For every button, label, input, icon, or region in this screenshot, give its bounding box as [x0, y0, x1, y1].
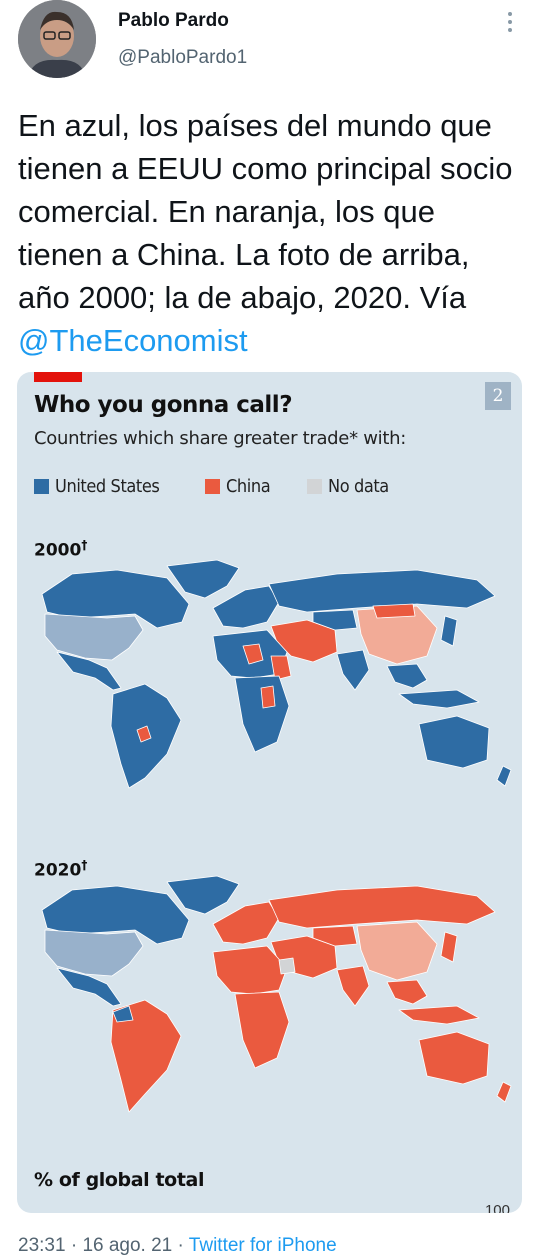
usa	[44, 613, 144, 661]
china	[356, 921, 438, 981]
central-asia	[312, 925, 358, 947]
paraguay	[136, 725, 152, 743]
se-asia	[386, 979, 428, 1005]
libya-no-data	[278, 957, 296, 975]
attached-image[interactable]: 2 Who you gonna call? Countries which sh…	[17, 372, 522, 1213]
greenland	[166, 875, 240, 915]
africa-china-3	[260, 685, 276, 709]
percent-global-label: % of global total	[34, 1169, 205, 1191]
india	[336, 965, 370, 1007]
greenland	[166, 559, 240, 599]
africa-china-2	[270, 655, 292, 681]
mongolia	[372, 603, 416, 619]
indonesia	[398, 689, 480, 709]
japan	[440, 615, 458, 647]
europe	[212, 901, 280, 945]
legend-swatch-nodata	[307, 479, 322, 494]
chart-number-badge: 2	[485, 382, 511, 410]
mexico	[56, 967, 122, 1007]
central-asia	[312, 609, 358, 631]
legend-item-nodata: No data	[307, 476, 389, 497]
legend-swatch-us	[34, 479, 49, 494]
africa-south	[234, 991, 290, 1069]
mention-link[interactable]: @TheEconomist	[18, 323, 248, 358]
russia	[268, 569, 496, 613]
scale-value: 100	[484, 1202, 510, 1213]
tweet-text: En azul, los países del mundo que tienen…	[18, 104, 523, 362]
tweet-source-link[interactable]: Twitter for iPhone	[188, 1235, 337, 1256]
japan	[440, 931, 458, 963]
australia	[418, 1031, 490, 1085]
africa-north	[212, 945, 288, 995]
legend-swatch-china	[205, 479, 220, 494]
chart-subtitle: Countries which share greater trade* wit…	[34, 428, 406, 449]
africa-south	[234, 675, 290, 753]
year-label-2000: 2000†	[34, 538, 88, 561]
usa	[44, 929, 144, 977]
legend-label-nodata: No data	[328, 476, 389, 497]
south-america	[110, 999, 182, 1113]
se-asia	[386, 663, 428, 689]
tweet-meta: 23:31 · 16 ago. 21 · Twitter for iPhone	[18, 1235, 337, 1256]
colombia	[112, 1005, 134, 1023]
world-map-2000	[41, 559, 512, 789]
economist-red-bar	[34, 372, 82, 382]
chart-title: Who you gonna call?	[34, 392, 293, 418]
china	[356, 605, 438, 665]
europe	[212, 585, 280, 629]
russia	[268, 885, 496, 929]
new-zealand	[496, 765, 512, 787]
india	[336, 649, 370, 691]
indonesia	[398, 1005, 480, 1025]
australia	[418, 715, 490, 769]
legend-label-china: China	[226, 476, 271, 497]
africa-china-1	[242, 643, 264, 665]
legend-item-us: United States	[34, 476, 160, 497]
tweet-body: En azul, los países del mundo que tienen…	[18, 108, 513, 315]
more-options-icon[interactable]	[500, 8, 520, 38]
avatar[interactable]	[18, 0, 96, 78]
legend-label-us: United States	[55, 476, 160, 497]
legend-item-china: China	[205, 476, 271, 497]
mexico	[56, 651, 122, 691]
author-name[interactable]: Pablo Pardo	[118, 10, 229, 31]
world-map-2020	[41, 875, 512, 1113]
new-zealand	[496, 1081, 512, 1103]
year-label-2020: 2020†	[34, 858, 88, 881]
tweet-date: 16 ago. 21	[82, 1235, 173, 1256]
tweet-time: 23:31	[18, 1235, 66, 1256]
author-handle[interactable]: @PabloPardo1	[118, 47, 248, 68]
